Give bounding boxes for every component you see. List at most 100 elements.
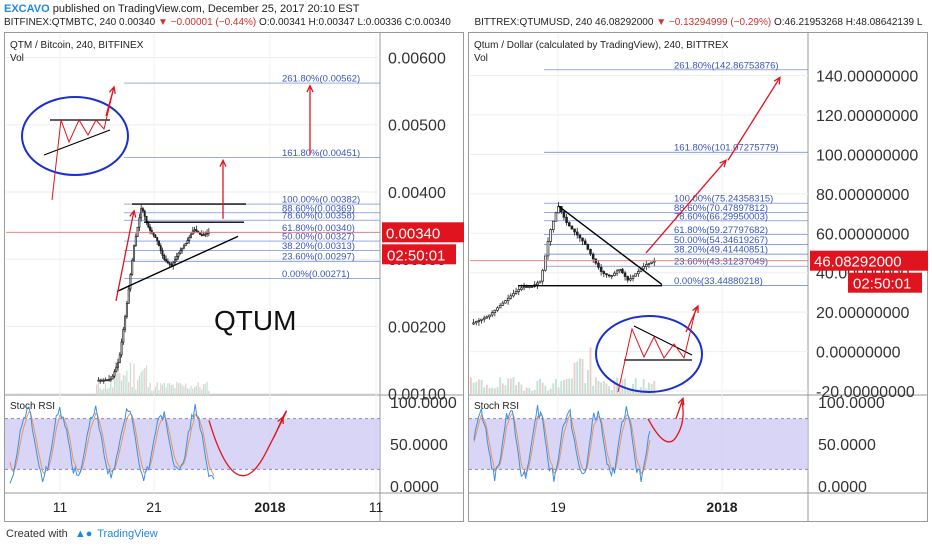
candle-down [562, 211, 566, 218]
volume-bar [202, 384, 205, 395]
volume-bar [172, 384, 174, 395]
candle-up [501, 302, 505, 306]
right-chart-svg[interactable]: 140.00000000 120.00000000 100.00000000 80.0… [468, 32, 928, 522]
candle-up [645, 264, 648, 267]
impulse-arrow-head [129, 209, 137, 218]
time-tick-label: 21 [146, 499, 162, 515]
target-arrow-1 [645, 159, 727, 254]
candle-down [575, 231, 579, 236]
candle-up [125, 303, 128, 317]
volume-bar [581, 359, 584, 395]
candle-up [498, 305, 502, 309]
target-arrow-2-head [306, 84, 314, 93]
candle-up [129, 274, 132, 290]
volume-bar [197, 382, 199, 395]
candles [472, 202, 656, 326]
last-price-tag [810, 250, 928, 271]
right-chart-pane[interactable]: 140.00000000 120.00000000 100.00000000 80.0… [468, 32, 928, 522]
volume-bar [135, 389, 137, 395]
left-quote-change: ▼ −0.00001 (−0.44%) [157, 17, 257, 28]
candle-up [554, 212, 558, 222]
candle-up [496, 307, 499, 311]
candle-up [113, 371, 116, 377]
candle-up [474, 321, 478, 324]
left-chart-pane[interactable]: 0.006000.005000.004000.003000.002000.001… [4, 32, 464, 522]
volume-bar [110, 382, 112, 395]
volume-bar [169, 383, 171, 395]
volume-bar [547, 390, 549, 395]
candle-up [549, 229, 552, 242]
volume-bar [578, 358, 581, 395]
price-tick-label: 100.00000000 [816, 147, 918, 164]
candle-up [138, 217, 141, 228]
tradingview-logo-icon: ▲● [74, 528, 93, 540]
stoch-label: Stoch RSI [10, 401, 55, 412]
fib-level-label: 38.20%(0.00313) [282, 241, 355, 252]
schematic-support [43, 129, 111, 156]
last-price-label: 0.00340 [386, 225, 440, 242]
footer-brand[interactable]: TradingView [97, 528, 158, 540]
stoch-tick-label: 0.0000 [390, 479, 439, 496]
volume-bar [147, 387, 149, 395]
volume-bar [167, 383, 169, 395]
stoch-label: Stoch RSI [474, 401, 519, 412]
last-price-tag [382, 222, 464, 243]
candle-up [504, 300, 507, 304]
volume-bar [512, 377, 515, 395]
volume-bar [160, 383, 162, 395]
candle-up [115, 366, 118, 373]
candle-up [127, 288, 130, 304]
volume-bar [122, 375, 124, 395]
stoch-projection-curve [647, 401, 684, 443]
candle-down [165, 259, 168, 262]
support-line [116, 235, 239, 293]
volume-bar [576, 361, 579, 395]
volume-bar [195, 385, 197, 395]
fib-level-label: 100.00%(75.24358315) [674, 194, 773, 205]
volume-bar [626, 387, 629, 395]
volume-bar [170, 384, 173, 395]
volume-bar [584, 383, 587, 395]
target-arrow-1-head [719, 159, 727, 168]
candle-up [613, 272, 616, 276]
volume-bar [517, 381, 520, 395]
schematic-path [51, 86, 115, 201]
volume-bar [174, 387, 176, 395]
candle-up [122, 328, 125, 343]
volume-label: Vol [10, 53, 24, 64]
candle-up [631, 275, 635, 279]
volume-bar [642, 379, 645, 395]
volume-bars [96, 357, 210, 395]
volume-bar [181, 384, 183, 395]
time-tick-label: 2018 [254, 499, 285, 515]
schematic-circle [21, 85, 129, 201]
candle-up [522, 286, 526, 289]
volume-bar [528, 387, 531, 395]
candle-up [109, 378, 112, 381]
volume-bar [594, 377, 597, 395]
author-name[interactable]: EXCAVO [4, 3, 50, 15]
volume-bar [541, 382, 544, 395]
candle-up [117, 362, 119, 368]
volume-bar [544, 385, 547, 395]
volume-bar [97, 381, 100, 395]
fib-level-label: 0.00%(33.44880218) [674, 276, 763, 287]
volume-bar [592, 385, 595, 395]
candle-down [599, 266, 603, 272]
candle-up [488, 314, 491, 318]
volume-bar [190, 385, 192, 395]
volume-bar [504, 385, 507, 395]
publish-info: published on TradingView.com, December 2… [52, 3, 360, 15]
time-tick-label: 11 [53, 499, 68, 515]
candle-down [621, 268, 624, 274]
volume-bar [605, 383, 608, 395]
volume-bar [96, 384, 98, 395]
left-quote-ohlc: O:0.00341 H:0.00347 L:0.00336 C:0.00340 [259, 17, 451, 28]
candle-down [623, 272, 627, 277]
candle-up [520, 287, 523, 290]
schematic-arrow [105, 86, 115, 117]
volume-bar [142, 370, 144, 395]
candle-up [506, 297, 510, 302]
left-chart-svg[interactable]: 0.006000.005000.004000.003000.002000.001… [4, 32, 464, 522]
